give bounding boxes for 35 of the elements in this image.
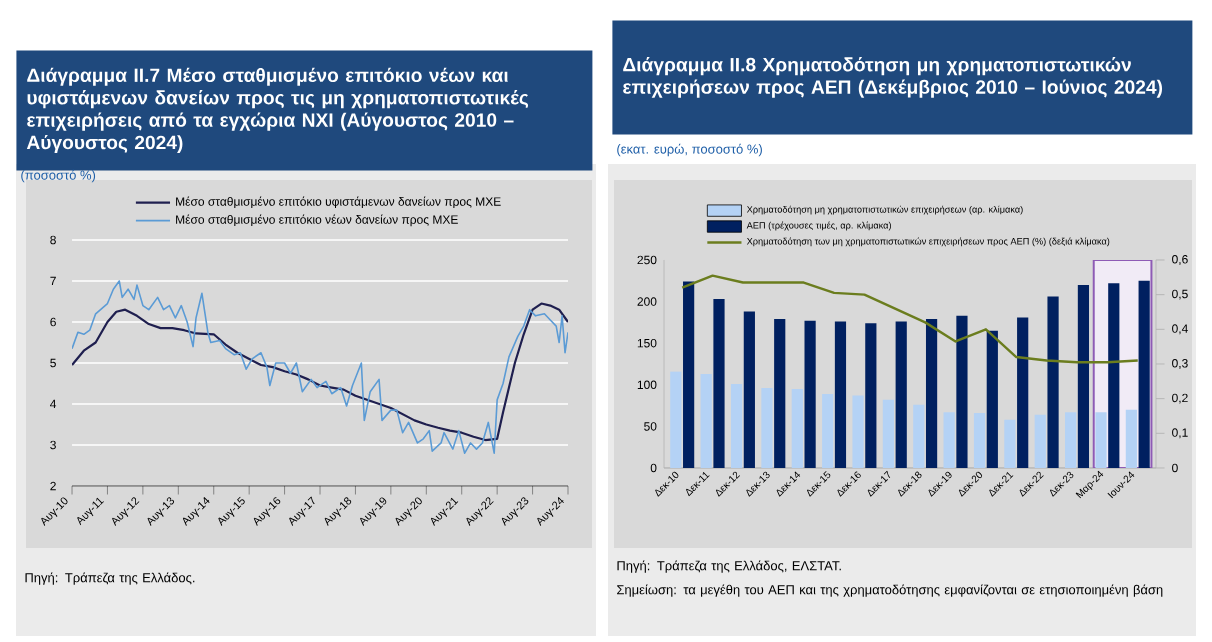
bar xyxy=(1017,317,1029,468)
bar xyxy=(973,413,986,468)
bar xyxy=(1065,412,1077,468)
bar xyxy=(1034,414,1046,468)
bar xyxy=(713,299,725,468)
bar xyxy=(943,412,955,468)
bar xyxy=(913,404,925,468)
bar xyxy=(925,319,938,468)
bar xyxy=(804,320,816,468)
bar xyxy=(1138,280,1150,468)
bar xyxy=(670,371,682,468)
bar xyxy=(1125,409,1137,468)
line-series xyxy=(72,280,569,454)
bar xyxy=(730,383,743,468)
bar xyxy=(895,321,907,468)
chart-title: Διάγραμμα ΙΙ.8 Χρηματοδότηση μη χρηματοπιστωτικών επιχειρήσεων προς ΑΕΠ (Δεκέμβριος 2010 – Ιούνιος 2024) xyxy=(623,57,1163,98)
bar xyxy=(852,395,864,468)
bar xyxy=(1095,412,1107,468)
bar xyxy=(683,281,695,468)
bar xyxy=(1108,283,1120,468)
bar xyxy=(743,311,755,468)
bar xyxy=(865,323,877,468)
bar xyxy=(791,388,803,468)
bar xyxy=(1004,419,1016,468)
bar xyxy=(986,330,998,468)
bar xyxy=(956,315,968,468)
chart-title: Διάγραμμα ΙΙ.7 Μέσο σταθμισμένο επιτόκιο νέων και υφιστάμενων δανείων προς τις μη χρηματοπιστωτικές επιχειρήσεις από τα εγχώρια ΝΧΙ (Αύγουστος 2010 – Αύγουστος 2024) xyxy=(26,67,529,154)
bar xyxy=(882,399,895,468)
bar xyxy=(700,373,712,468)
bar xyxy=(822,393,834,468)
bar xyxy=(834,321,847,468)
bar xyxy=(761,388,773,468)
bar xyxy=(774,319,786,468)
bar xyxy=(1047,296,1059,468)
bar xyxy=(1077,284,1090,468)
